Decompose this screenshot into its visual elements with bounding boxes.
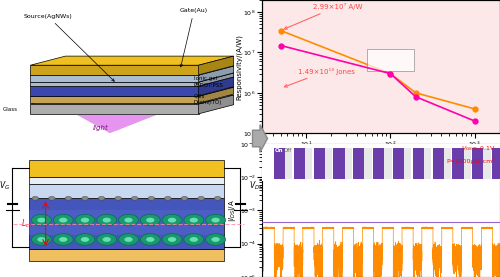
Text: $L_{ch}$: $L_{ch}$	[21, 217, 33, 230]
Circle shape	[102, 237, 111, 242]
Circle shape	[212, 237, 220, 242]
Polygon shape	[77, 115, 156, 133]
Polygon shape	[198, 77, 234, 96]
Polygon shape	[30, 66, 234, 75]
Polygon shape	[30, 65, 198, 75]
Circle shape	[212, 218, 220, 222]
Circle shape	[98, 196, 105, 200]
Circle shape	[102, 218, 111, 222]
Polygon shape	[30, 96, 198, 103]
Circle shape	[97, 234, 116, 245]
Circle shape	[168, 237, 176, 242]
Polygon shape	[198, 95, 234, 114]
Circle shape	[118, 214, 139, 226]
Text: QDs: QDs	[194, 94, 205, 99]
Text: light: light	[92, 125, 108, 131]
Circle shape	[115, 196, 121, 200]
Circle shape	[32, 234, 52, 245]
Circle shape	[124, 218, 132, 222]
Text: Ionic gel: Ionic gel	[194, 76, 217, 81]
Circle shape	[54, 214, 73, 226]
Circle shape	[48, 196, 55, 200]
Polygon shape	[30, 56, 234, 65]
Circle shape	[190, 237, 198, 242]
Circle shape	[124, 237, 132, 242]
Circle shape	[97, 214, 116, 226]
Circle shape	[164, 196, 171, 200]
Circle shape	[206, 214, 226, 226]
Circle shape	[65, 196, 71, 200]
Polygon shape	[86, 115, 147, 131]
Bar	[29, 198, 224, 249]
Polygon shape	[198, 73, 234, 86]
Circle shape	[32, 214, 52, 226]
Circle shape	[184, 234, 204, 245]
Circle shape	[59, 237, 68, 242]
Polygon shape	[30, 77, 234, 86]
Polygon shape	[198, 87, 234, 103]
Text: Gate(Au): Gate(Au)	[180, 8, 208, 67]
Circle shape	[181, 196, 188, 200]
Polygon shape	[198, 56, 234, 75]
Circle shape	[54, 234, 73, 245]
Circle shape	[214, 196, 221, 200]
Text: Glass: Glass	[2, 107, 18, 112]
Circle shape	[81, 237, 89, 242]
Polygon shape	[30, 82, 198, 86]
Circle shape	[162, 234, 182, 245]
Bar	[29, 249, 224, 261]
Text: PEDOT:PSS: PEDOT:PSS	[194, 83, 224, 88]
Circle shape	[146, 218, 154, 222]
Circle shape	[132, 196, 138, 200]
Circle shape	[82, 196, 88, 200]
Polygon shape	[30, 104, 198, 114]
Text: $V_{DS}$: $V_{DS}$	[249, 180, 264, 193]
Text: Source(AgNWs): Source(AgNWs)	[24, 14, 114, 81]
Polygon shape	[30, 73, 234, 82]
Circle shape	[81, 218, 89, 222]
Circle shape	[38, 218, 46, 222]
Text: Drain(ITO): Drain(ITO)	[194, 100, 222, 105]
Circle shape	[118, 234, 139, 245]
Circle shape	[32, 196, 38, 200]
FancyBboxPatch shape	[366, 49, 414, 71]
Circle shape	[75, 214, 95, 226]
Circle shape	[206, 234, 226, 245]
Bar	[29, 160, 224, 176]
Circle shape	[190, 218, 198, 222]
Text: 2.99×10⁷ A/W: 2.99×10⁷ A/W	[284, 3, 362, 29]
Polygon shape	[30, 95, 234, 104]
Circle shape	[140, 234, 160, 245]
Bar	[29, 176, 224, 184]
Circle shape	[59, 218, 68, 222]
Bar	[29, 184, 224, 198]
Circle shape	[38, 237, 46, 242]
Circle shape	[162, 214, 182, 226]
Circle shape	[184, 214, 204, 226]
Bar	[29, 211, 224, 235]
Text: 1.49×10¹³ Jones: 1.49×10¹³ Jones	[284, 68, 355, 87]
X-axis label: Power density/(μW/cm²): Power density/(μW/cm²)	[339, 150, 423, 158]
Polygon shape	[30, 87, 234, 96]
Text: $V_G$: $V_G$	[0, 180, 10, 193]
Circle shape	[168, 218, 176, 222]
Polygon shape	[30, 86, 198, 96]
Y-axis label: $|I_{DS}|$/A: $|I_{DS}|$/A	[227, 199, 238, 222]
Circle shape	[148, 196, 154, 200]
Polygon shape	[198, 66, 234, 82]
Y-axis label: Responsivity/(A/W): Responsivity/(A/W)	[236, 34, 242, 99]
Circle shape	[75, 234, 95, 245]
Circle shape	[140, 214, 160, 226]
Polygon shape	[30, 75, 198, 82]
Circle shape	[146, 237, 154, 242]
Circle shape	[198, 196, 204, 200]
